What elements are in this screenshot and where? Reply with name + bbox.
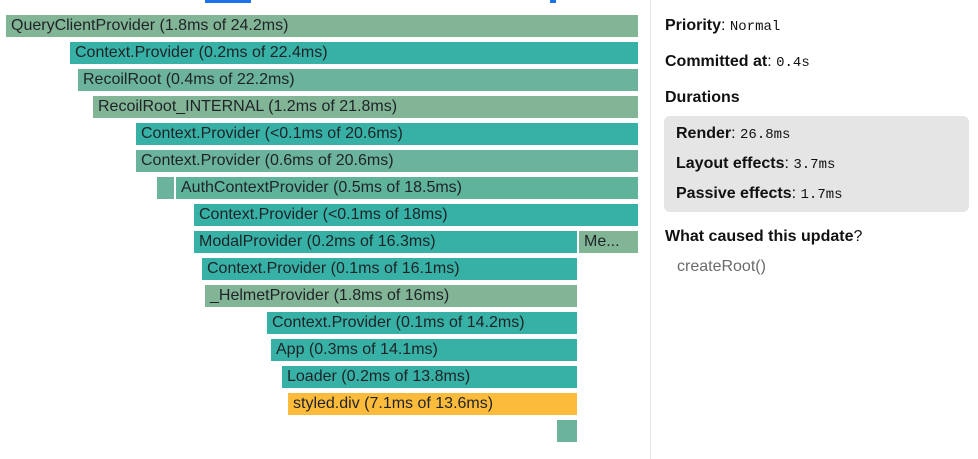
priority-value: Normal <box>729 19 781 35</box>
flame-bar-query-client-provider[interactable]: QueryClientProvider (1.8ms of 24.2ms) <box>5 14 639 38</box>
passive-effects-value: 1.7ms <box>800 187 843 203</box>
commit-details-panel: Priority: Normal Committed at: 0.4s Dura… <box>652 0 978 459</box>
flame-bar-context-provider[interactable]: Context.Provider (<0.1ms of 20.6ms) <box>135 122 639 146</box>
flame-bar-modal-provider[interactable]: ModalProvider (0.2ms of 16.3ms) <box>193 230 578 254</box>
durations-box: Render: 26.8ms Layout effects: 3.7ms Pas… <box>664 116 969 212</box>
flamegraph-panel: QueryClientProvider (1.8ms of 24.2ms) Co… <box>5 0 651 459</box>
layout-effects-row: Layout effects: 3.7ms <box>676 155 836 173</box>
render-label: Render <box>676 125 732 142</box>
top-selection-indicator <box>205 0 251 3</box>
render-value: 26.8ms <box>740 127 791 143</box>
committed-label: Committed at <box>665 53 768 70</box>
passive-effects-label: Passive effects <box>676 185 792 202</box>
render-row: Render: 26.8ms <box>676 125 791 143</box>
cause-heading-row: What caused this update? <box>665 228 863 245</box>
flame-bar-helmet-provider[interactable]: _HelmetProvider (1.8ms of 16ms) <box>204 284 578 308</box>
cause-value[interactable]: createRoot() <box>677 258 766 275</box>
passive-effects-row: Passive effects: 1.7ms <box>676 185 843 203</box>
priority-label: Priority <box>665 17 722 34</box>
flame-bar-loader[interactable]: Loader (0.2ms of 13.8ms) <box>281 365 578 389</box>
flame-bar-unlabeled[interactable] <box>556 419 578 443</box>
cause-heading: What caused this update <box>665 228 854 245</box>
committed-value: 0.4s <box>776 55 810 71</box>
top-selection-indicator-2 <box>550 0 556 3</box>
priority-row: Priority: Normal <box>665 17 781 35</box>
flame-bar-recoil-root-internal[interactable]: RecoilRoot_INTERNAL (1.2ms of 21.8ms) <box>92 95 639 119</box>
flame-bar-context-provider[interactable]: Context.Provider (0.1ms of 14.2ms) <box>266 311 578 335</box>
flame-bar-app[interactable]: App (0.3ms of 14.1ms) <box>270 338 578 362</box>
flame-bar-styled-div[interactable]: styled.div (7.1ms of 13.6ms) <box>287 392 578 416</box>
durations-heading: Durations <box>665 89 740 106</box>
flame-bar-me-truncated[interactable]: Me... <box>578 230 639 254</box>
flame-bar-context-provider[interactable]: Context.Provider (<0.1ms of 18ms) <box>193 203 639 227</box>
flame-bar-recoil-root[interactable]: RecoilRoot (0.4ms of 22.2ms) <box>77 68 639 92</box>
layout-effects-label: Layout effects <box>676 155 785 172</box>
flame-bar-auth-context-provider[interactable]: AuthContextProvider (0.5ms of 18.5ms) <box>175 176 639 200</box>
flame-bar-context-provider[interactable]: Context.Provider (0.2ms of 22.4ms) <box>69 41 639 65</box>
flame-bar-context-provider[interactable]: Context.Provider (0.1ms of 16.1ms) <box>201 257 578 281</box>
layout-effects-value: 3.7ms <box>793 157 836 173</box>
committed-row: Committed at: 0.4s <box>665 53 810 71</box>
flame-bar-context-provider[interactable]: Context.Provider (0.6ms of 20.6ms) <box>135 149 639 173</box>
flame-bar-unlabeled[interactable] <box>156 176 175 200</box>
